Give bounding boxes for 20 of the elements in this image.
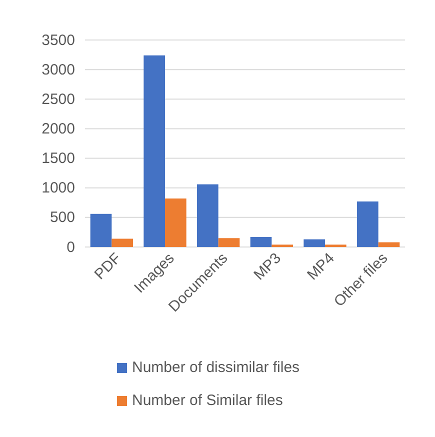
y-tick-label: 1500 (42, 150, 75, 168)
y-tick-label: 3500 (42, 32, 75, 49)
bar (378, 242, 400, 247)
bar (357, 201, 378, 247)
bar (218, 238, 240, 247)
bar (90, 214, 112, 247)
legend-label: Number of dissimilar files (132, 358, 300, 376)
y-tick-label: 500 (50, 209, 75, 226)
y-tick-label: 1000 (42, 180, 75, 197)
y-tick-label: 2500 (42, 90, 75, 108)
y-tick-label: 3000 (42, 61, 75, 78)
bar (112, 238, 133, 247)
bar (144, 55, 165, 247)
bar (250, 236, 272, 247)
bar (197, 184, 218, 247)
y-tick-label: 0 (66, 238, 75, 256)
bar (304, 239, 325, 247)
y-tick-label: 2000 (42, 120, 75, 138)
legend-label: Number of Similar files (132, 392, 283, 409)
bar (165, 198, 186, 247)
